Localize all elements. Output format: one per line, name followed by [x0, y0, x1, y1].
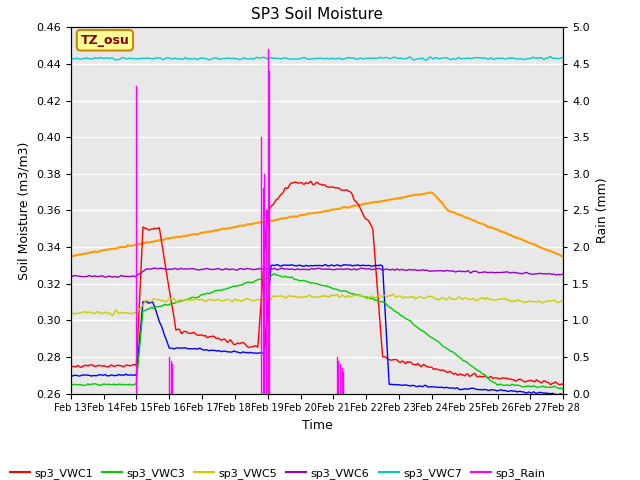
sp3_VWC7 [347, 55, 355, 61]
sp3_VWC3 [270, 271, 278, 276]
sp3_VWC2 [559, 392, 567, 398]
Line: sp3_VWC7: sp3_VWC7 [70, 57, 563, 60]
sp3_VWC5 [295, 294, 303, 300]
sp3_VWC5 [389, 291, 397, 297]
sp3_VWC1 [125, 363, 132, 369]
sp3_VWC4 [276, 216, 284, 222]
sp3_VWC5 [67, 309, 74, 314]
sp3_VWC7 [67, 55, 74, 61]
Text: TZ_osu: TZ_osu [81, 34, 129, 47]
sp3_VWC5 [125, 311, 133, 316]
sp3_VWC1 [67, 363, 74, 369]
sp3_VWC7 [105, 56, 113, 61]
sp3_VWC6 [113, 275, 121, 280]
sp3_VWC7 [422, 58, 429, 63]
Line: sp3_VWC3: sp3_VWC3 [70, 274, 563, 389]
sp3_VWC3 [125, 382, 132, 387]
sp3_VWC4 [295, 213, 303, 219]
sp3_VWC3 [348, 291, 355, 297]
sp3_VWC1 [307, 179, 314, 184]
sp3_VWC7 [125, 55, 132, 61]
sp3_VWC3 [105, 381, 113, 387]
sp3_VWC4 [347, 204, 355, 209]
Line: sp3_VWC5: sp3_VWC5 [70, 294, 563, 315]
sp3_VWC7 [295, 56, 303, 62]
sp3_VWC3 [67, 381, 74, 387]
sp3_VWC3 [295, 277, 303, 283]
sp3_VWC2 [286, 263, 294, 268]
sp3_VWC6 [125, 274, 133, 279]
sp3_VWC7 [546, 54, 554, 60]
sp3_VWC4 [559, 253, 567, 259]
sp3_VWC6 [287, 266, 294, 272]
sp3_VWC6 [105, 273, 113, 279]
sp3_VWC5 [559, 298, 567, 303]
sp3_VWC7 [276, 56, 284, 61]
sp3_VWC1 [105, 364, 113, 370]
sp3_VWC2 [125, 372, 132, 378]
sp3_VWC1 [348, 190, 355, 195]
sp3_VWC3 [286, 275, 294, 280]
sp3_VWC4 [67, 253, 74, 259]
sp3_VWC4 [105, 246, 113, 252]
sp3_VWC2 [348, 263, 355, 268]
sp3_VWC3 [276, 273, 284, 279]
sp3_VWC1 [559, 382, 567, 387]
X-axis label: Time: Time [301, 419, 332, 432]
Line: sp3_VWC4: sp3_VWC4 [70, 192, 563, 256]
Y-axis label: Soil Moisture (m3/m3): Soil Moisture (m3/m3) [17, 141, 31, 280]
sp3_VWC5 [105, 311, 113, 316]
sp3_VWC4 [125, 243, 132, 249]
sp3_VWC6 [151, 265, 159, 271]
sp3_VWC1 [295, 180, 303, 186]
sp3_VWC6 [559, 271, 567, 276]
Line: sp3_VWC2: sp3_VWC2 [70, 264, 563, 395]
Line: sp3_VWC1: sp3_VWC1 [70, 181, 563, 384]
sp3_VWC1 [286, 181, 294, 187]
sp3_VWC2 [105, 373, 113, 379]
Legend: sp3_VWC1, sp3_VWC2, sp3_VWC3, sp3_VWC4, sp3_VWC5, sp3_VWC6, sp3_VWC7, sp3_Rain: sp3_VWC1, sp3_VWC2, sp3_VWC3, sp3_VWC4, … [6, 463, 550, 480]
sp3_VWC4 [286, 214, 294, 220]
sp3_VWC4 [428, 190, 436, 195]
Title: SP3 Soil Moisture: SP3 Soil Moisture [251, 7, 383, 22]
sp3_VWC5 [286, 293, 294, 299]
sp3_VWC6 [276, 266, 284, 272]
sp3_VWC6 [296, 267, 303, 273]
sp3_VWC7 [286, 56, 294, 62]
sp3_VWC5 [108, 312, 116, 318]
Line: sp3_VWC6: sp3_VWC6 [70, 268, 563, 277]
sp3_VWC2 [276, 263, 284, 269]
sp3_VWC1 [276, 193, 284, 199]
sp3_VWC5 [348, 294, 355, 300]
sp3_VWC2 [321, 262, 329, 267]
sp3_VWC3 [559, 386, 567, 392]
sp3_VWC1 [556, 382, 564, 387]
sp3_VWC2 [67, 373, 74, 379]
sp3_VWC5 [276, 293, 284, 299]
sp3_VWC6 [348, 267, 355, 273]
sp3_VWC6 [67, 274, 74, 279]
sp3_VWC2 [295, 263, 303, 268]
Y-axis label: Rain (mm): Rain (mm) [596, 178, 609, 243]
sp3_VWC7 [559, 55, 567, 60]
